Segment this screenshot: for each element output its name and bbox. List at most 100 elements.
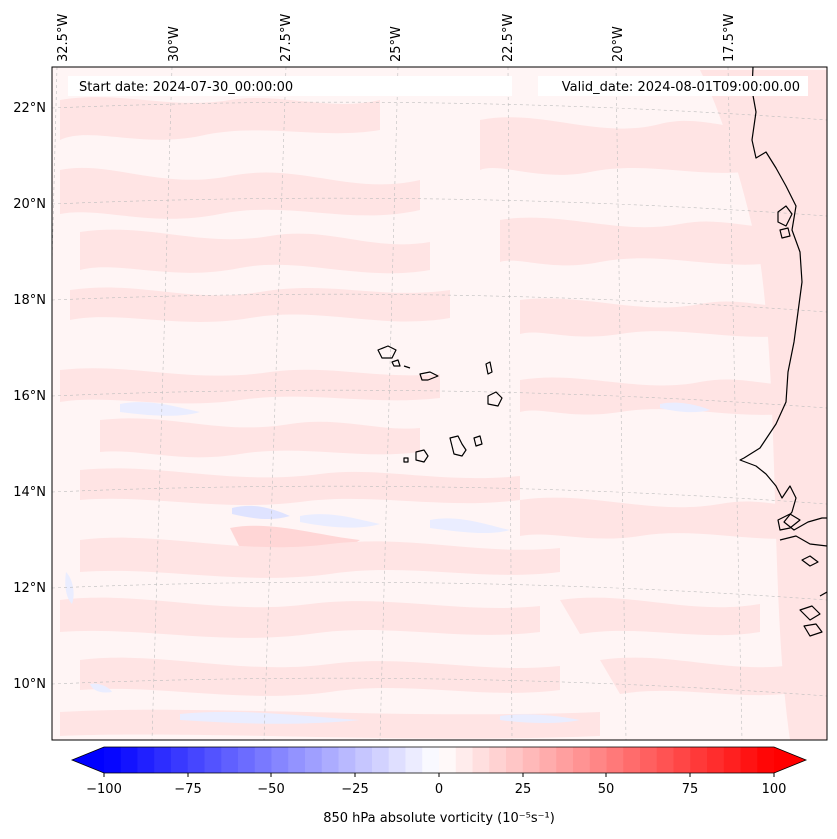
vorticity-patch — [180, 711, 360, 724]
colorbar-cell — [522, 747, 541, 773]
colorbar-cell — [405, 747, 423, 773]
parallel-line — [52, 581, 827, 601]
colorbar-cell — [137, 747, 155, 773]
guinea-coastline — [779, 535, 827, 547]
bijagos-island — [777, 513, 801, 531]
island-maio — [473, 435, 483, 447]
colorbar-cell — [589, 747, 608, 773]
coastlines — [377, 67, 827, 637]
colorbar-tick-label: 25 — [515, 782, 532, 797]
lon-label: 30°W — [167, 26, 182, 62]
parallel-line — [52, 677, 827, 697]
island-santiago — [449, 435, 467, 457]
coastal-island — [777, 205, 793, 227]
colorbar-tick-label: 75 — [682, 782, 699, 797]
map-panel: Start date: 2024-07-30_00:00:00 Valid_da… — [51, 66, 828, 741]
colorbar-cell — [723, 747, 742, 773]
island-santa-luzia — [403, 365, 411, 369]
parallel-line — [52, 485, 827, 505]
coastal-island — [799, 605, 821, 621]
colorbar-cell — [606, 747, 624, 773]
meridian-line — [151, 67, 173, 740]
lon-label: 27.5°W — [279, 14, 294, 62]
parallel-line — [52, 293, 827, 313]
vorticity-patch — [80, 537, 560, 578]
colorbar-ticks — [103, 773, 775, 777]
vorticity-patch — [60, 97, 380, 140]
vorticity-patch — [520, 377, 800, 415]
vorticity-patch — [600, 657, 800, 696]
colorbar-cell — [338, 747, 356, 773]
colorbar-tick-label: 50 — [598, 782, 615, 797]
vorticity-patch — [300, 514, 380, 528]
vorticity-patch — [120, 402, 200, 416]
vorticity-patch — [100, 418, 420, 458]
colorbar-tick-label: −50 — [257, 782, 284, 797]
colorbar-cell — [271, 747, 289, 773]
colorbar-cell — [740, 747, 758, 773]
colorbar-cell — [422, 747, 440, 773]
colorbar-cell — [690, 747, 708, 773]
lon-label: 20°W — [611, 26, 626, 62]
coastal-island — [779, 227, 791, 239]
colorbar-cell — [556, 747, 574, 773]
colorbar-cell — [640, 747, 658, 773]
meridian-line — [507, 67, 513, 740]
negative-vorticity-patches — [65, 402, 710, 724]
colorbar-cell — [104, 747, 122, 773]
lat-label: 14°N — [13, 485, 46, 500]
vorticity-patch — [430, 518, 510, 534]
parallel-line — [52, 389, 827, 409]
colorbar-cells — [104, 747, 775, 773]
meridian-line — [615, 67, 627, 740]
colorbar-cell — [489, 747, 507, 773]
colorbar-cell — [656, 747, 675, 773]
lon-label: 32.5°W — [56, 14, 71, 62]
colorbar-cell — [187, 747, 206, 773]
lat-label: 18°N — [13, 293, 46, 308]
colorbar-cell — [455, 747, 474, 773]
vorticity-patch — [520, 497, 820, 539]
lon-label: 17.5°W — [722, 14, 737, 62]
vorticity-patch — [80, 468, 520, 506]
vorticity-patch — [60, 597, 540, 638]
vorticity-patch — [520, 298, 800, 337]
colorbar-cell — [120, 747, 139, 773]
colorbar-cell — [539, 747, 557, 773]
meridian-line — [379, 67, 399, 740]
colorbar-tick-labels: −100 −75 −50 −25 0 25 50 75 100 — [86, 782, 786, 797]
vorticity-patch — [80, 657, 560, 696]
colorbar-cell — [388, 747, 407, 773]
start-date-label: Start date: 2024-07-30_00:00:00 — [79, 80, 293, 95]
start-date-box — [68, 76, 512, 96]
colorbar-cell — [573, 747, 591, 773]
parallel-line — [52, 101, 827, 121]
colorbar-cell — [238, 747, 256, 773]
island-fogo — [415, 449, 429, 463]
colorbar-cell — [288, 747, 306, 773]
meridian-line — [727, 67, 743, 740]
valid-date-box — [538, 76, 808, 96]
vorticity-patch — [65, 572, 74, 604]
colorbar-extend-high — [774, 747, 806, 773]
colorbar: −100 −75 −50 −25 0 25 50 75 100 850 hPa … — [70, 746, 808, 826]
colorbar-cell — [506, 747, 524, 773]
island-brava — [403, 457, 409, 463]
colorbar-cell — [472, 747, 490, 773]
colorbar-tick-label: −100 — [86, 782, 122, 797]
lat-label: 10°N — [13, 677, 46, 692]
colorbar-cell — [254, 747, 273, 773]
vorticity-field — [60, 70, 827, 740]
colorbar-cell — [757, 747, 775, 773]
colorbar-cell — [154, 747, 172, 773]
map-frame — [51, 66, 828, 741]
colorbar-cell — [204, 747, 222, 773]
island-sao-nicolau — [419, 371, 439, 381]
valid-date-label: Valid_date: 2024-08-01T09:00:00.00 — [562, 80, 800, 95]
lat-label: 20°N — [13, 197, 46, 212]
coastal-island — [801, 555, 819, 567]
vorticity-patch — [500, 217, 780, 266]
colorbar-label: 850 hPa absolute vorticity (10⁻⁵s⁻¹) — [323, 811, 555, 826]
vorticity-patch — [500, 714, 580, 723]
vorticity-patch — [480, 117, 760, 175]
